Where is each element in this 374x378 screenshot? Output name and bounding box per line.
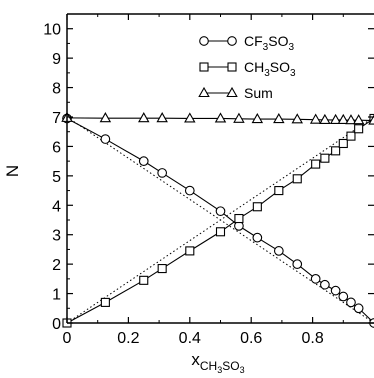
x-axis-label-sub-d: 3 <box>240 365 245 375</box>
y-tick-label: 1 <box>52 287 61 304</box>
data-point-triangle <box>138 112 150 123</box>
data-point-circle <box>184 185 195 196</box>
data-point-circle <box>338 291 349 302</box>
data-point-circle <box>320 279 330 290</box>
legend-marker-left <box>199 36 209 46</box>
legend-item-square: CH3SO3 <box>199 59 296 79</box>
data-point-square <box>185 246 195 256</box>
data-point-circle <box>310 274 321 284</box>
data-point-square <box>311 159 321 169</box>
y-tick-label: 6 <box>52 139 61 156</box>
data-point-circle <box>273 246 284 256</box>
data-point-triangle <box>345 114 357 125</box>
data-point-square <box>234 213 244 224</box>
data-point-circle <box>252 232 263 243</box>
data-point-triangle <box>368 114 374 125</box>
legend-marker-right <box>226 86 238 98</box>
y-tick-label: 5 <box>52 169 61 186</box>
reference-line-2 <box>66 116 374 324</box>
x-tick-label: 0.2 <box>117 330 139 347</box>
data-point-circle <box>330 285 341 296</box>
legend-marker-right <box>227 62 237 72</box>
y-tick-label: 7 <box>52 110 61 127</box>
data-point-circle <box>138 156 149 166</box>
data-point-triangle <box>273 112 285 124</box>
legend-marker-right <box>227 36 237 46</box>
data-point-square <box>157 264 167 274</box>
x-tick-label: 0.4 <box>179 330 201 347</box>
legend-item-circle: CF3SO3 <box>199 33 294 53</box>
data-point-circle <box>100 134 111 144</box>
data-point-triangle <box>233 112 245 123</box>
x-axis-label: xCH3SO3 <box>191 350 244 375</box>
legend-item-triangle: Sum <box>198 85 273 101</box>
series-line-square <box>66 118 374 324</box>
data-point-triangle <box>309 113 322 124</box>
legend-marker-left <box>198 86 210 98</box>
data-point-triangle <box>337 113 350 124</box>
data-point-circle <box>292 259 303 269</box>
data-point-triangle <box>352 114 365 125</box>
legend-label: Sum <box>244 85 273 101</box>
data-point-circle <box>215 206 226 217</box>
data-point-triangle <box>329 113 342 124</box>
data-point-triangle <box>184 112 196 123</box>
data-point-square <box>346 131 356 141</box>
x-axis-label-sub-c: SO <box>222 359 239 373</box>
data-point-triangle <box>99 112 112 123</box>
legend-marker-left <box>199 62 209 72</box>
x-tick-label: 0.6 <box>240 330 262 347</box>
data-point-square <box>252 202 262 212</box>
data-point-triangle <box>214 112 227 123</box>
data-point-triangle <box>319 113 331 124</box>
data-point-square <box>100 297 110 307</box>
series-line-circle <box>66 117 374 324</box>
data-point-circle <box>346 297 356 308</box>
data-point-triangle <box>251 112 264 124</box>
x-axis-label-sub-b: 3 <box>217 365 222 375</box>
data-point-square <box>320 153 330 163</box>
data-point-square <box>274 186 284 196</box>
data-point-triangle <box>156 112 168 123</box>
y-tick-label: 10 <box>43 22 61 39</box>
y-tick-label: 9 <box>52 51 61 68</box>
legend-label: CH3SO3 <box>244 59 296 79</box>
data-point-circle <box>157 168 168 178</box>
legend-label: CF3SO3 <box>244 33 294 53</box>
x-tick-label: 0.8 <box>301 330 323 347</box>
series-square <box>62 113 374 328</box>
x-tick-label: 0 <box>63 330 72 347</box>
series-layer <box>61 111 374 328</box>
series-circle <box>62 113 374 328</box>
data-point-triangle <box>291 113 303 124</box>
data-point-square <box>292 174 302 184</box>
reference-lines <box>66 116 374 324</box>
y-tick-label: 4 <box>52 198 61 215</box>
series-triangle <box>61 111 374 125</box>
data-point-square <box>215 227 226 237</box>
y-axis-label: N <box>3 165 22 177</box>
data-point-square <box>354 124 364 134</box>
axes: 0 1 2 3 4 5 6 7 8 9 10 0 0.2 0.4 0.6 0.8 <box>43 13 374 347</box>
y-tick-label: 0 <box>52 316 61 333</box>
x-axis-label-sub-a: CH <box>200 359 217 373</box>
data-point-square <box>331 146 341 156</box>
legend: CF3SO3 CH3SO3 Sum <box>198 33 296 101</box>
data-point-square <box>338 138 348 149</box>
data-point-square <box>139 275 149 285</box>
x-axis-label-main: x <box>191 350 200 369</box>
y-tick-label: 3 <box>52 228 61 245</box>
data-point-circle <box>353 303 364 314</box>
y-tick-label: 2 <box>52 257 61 274</box>
y-tick-label: 8 <box>52 81 61 98</box>
